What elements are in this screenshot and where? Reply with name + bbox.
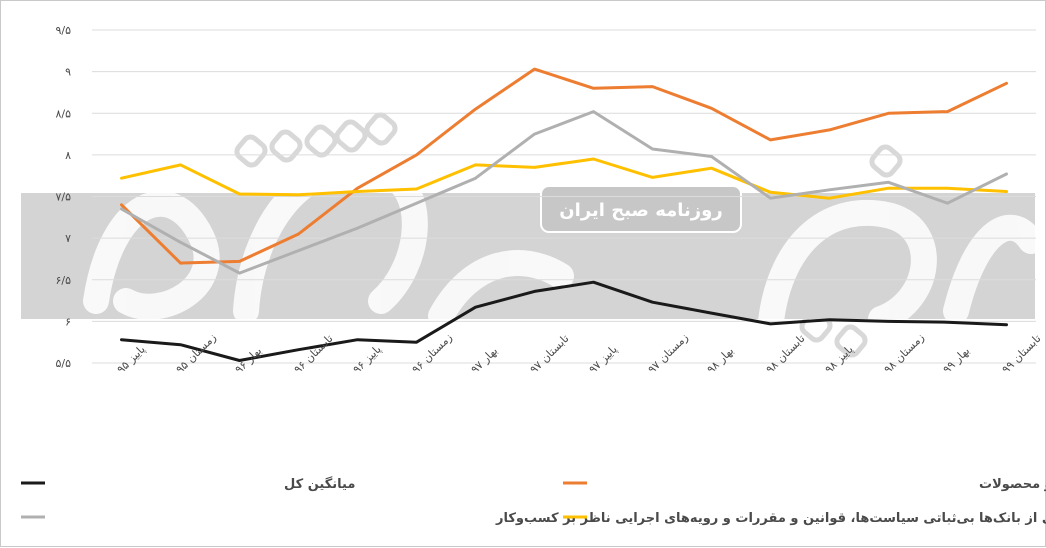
x-tick-label: زمستان ۹۶ — [409, 331, 454, 376]
x-tick-label: تابستان ۹۸ — [763, 332, 807, 376]
x-tick-label: بهار ۹۷ — [468, 344, 500, 376]
series-line-1 — [120, 67, 1008, 265]
x-tick-label: تابستان ۹۹ — [999, 332, 1043, 376]
watermark-label-box — [540, 185, 742, 233]
x-tick-label: زمستان ۹۸ — [881, 331, 926, 376]
watermark-calligraphy — [83, 154, 1044, 334]
watermark-dot — [799, 309, 833, 343]
watermark-dot — [234, 134, 268, 168]
watermark-dots — [234, 112, 903, 358]
x-tick-label: پاییز ۹۷ — [586, 343, 619, 376]
grid-lines — [92, 29, 1036, 364]
legend-item: دشواری تأمین مالی از بانک‌ها — [563, 509, 1046, 526]
watermark-dot — [334, 119, 368, 153]
y-tick-label: ۶ — [65, 315, 71, 328]
legend: غیرقابل پیش‌بینی بودن و تغییرات قیمت موا… — [21, 476, 1046, 526]
y-tick-label: ۷/۵ — [55, 191, 71, 204]
x-tick-label: تابستان ۹۶ — [291, 332, 335, 376]
series-line-2 — [120, 280, 1008, 362]
watermark-dot — [304, 124, 338, 158]
watermark: روزنامه صبح ایران — [21, 112, 1044, 358]
legend-label: غیرقابل پیش‌بینی بودن و تغییرات قیمت موا… — [979, 477, 1046, 492]
legend-item: میانگین کل — [21, 476, 355, 492]
watermark-stroke — [758, 199, 937, 334]
y-tick-label: ۶/۵ — [55, 274, 71, 287]
watermark-dot — [364, 112, 398, 146]
y-tick-label: ۸/۵ — [55, 107, 71, 120]
legend-item: بی‌ثباتی سیاست‌ها، قوانین و مقررات و روی… — [21, 511, 975, 526]
series-line-3 — [120, 157, 1008, 200]
y-tick-label: ۵/۵ — [55, 357, 71, 370]
x-tick-label: پاییز ۹۶ — [350, 343, 383, 376]
legend-item: غیرقابل پیش‌بینی بودن و تغییرات قیمت موا… — [563, 477, 1046, 492]
watermark-stroke — [943, 214, 1044, 324]
watermark-stroke — [233, 154, 428, 324]
y-tick-label: ۸ — [65, 149, 71, 162]
y-axis-ticks: ۵/۵ ۶ ۶/۵ ۷ ۷/۵ ۸ ۸/۵ ۹ ۹/۵ — [55, 24, 71, 370]
watermark-dot — [869, 144, 903, 178]
x-tick-label: بهار ۹۹ — [940, 344, 972, 376]
x-tick-label: بهار ۹۸ — [704, 344, 736, 376]
legend-label: دشواری تأمین مالی از بانک‌ها — [979, 509, 1046, 526]
x-tick-label: تابستان ۹۷ — [527, 332, 571, 376]
x-axis-ticks: پاییز ۹۵ زمستان ۹۵ بهار ۹۶ تابستان ۹۶ پاییز … — [114, 331, 1043, 376]
legend-label: میانگین کل — [284, 476, 355, 492]
watermark-stroke — [428, 250, 574, 329]
series-lines — [120, 67, 1008, 362]
series-line-4 — [120, 110, 1008, 275]
x-tick-label: پاییز ۹۵ — [114, 343, 147, 376]
watermark-dot — [834, 324, 868, 358]
y-tick-label: ۹ — [65, 66, 71, 79]
y-tick-label: ۷ — [65, 232, 71, 245]
y-tick-label: ۹/۵ — [55, 24, 71, 37]
x-tick-label: زمستان ۹۷ — [645, 331, 690, 376]
watermark-label: روزنامه صبح ایران — [559, 200, 722, 221]
watermark-stroke — [83, 190, 220, 320]
legend-label: بی‌ثباتی سیاست‌ها، قوانین و مقررات و روی… — [495, 511, 975, 526]
watermark-dot — [269, 129, 303, 163]
